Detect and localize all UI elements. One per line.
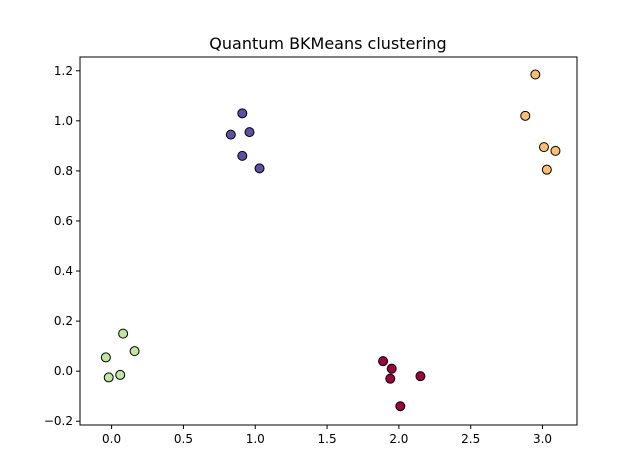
y-tick-label: −0.2 (44, 414, 73, 428)
data-point (415, 371, 426, 382)
data-point (115, 369, 126, 380)
y-tick-label: 1.0 (54, 114, 73, 128)
x-tick-label: 2.5 (461, 432, 480, 446)
data-point (378, 356, 389, 367)
y-tick-label: 1.2 (54, 64, 73, 78)
y-tick-label: 0.6 (54, 214, 73, 228)
data-point (395, 401, 406, 412)
data-point (538, 142, 549, 153)
data-point (225, 129, 236, 140)
x-tick-label: 0.0 (102, 432, 121, 446)
data-point (386, 363, 397, 374)
y-tick-label: 0.8 (54, 164, 73, 178)
y-tick-label: 0.0 (54, 364, 73, 378)
x-tick-label: 1.0 (246, 432, 265, 446)
data-point (541, 164, 552, 175)
x-tick-label: 2.0 (389, 432, 408, 446)
data-point (237, 150, 248, 161)
y-axis: −0.2 0.0 0.2 0.4 0.6 0.8 1.0 1.2 (44, 64, 80, 428)
y-tick-label: 0.4 (54, 264, 73, 278)
data-point (530, 69, 541, 80)
x-axis: 0.0 0.5 1.0 1.5 2.0 2.5 3.0 (102, 425, 552, 446)
data-point (118, 328, 129, 339)
x-tick-label: 3.0 (533, 432, 552, 446)
x-tick-label: 0.5 (174, 432, 193, 446)
data-point (103, 372, 114, 383)
data-point (244, 127, 255, 138)
data-point (385, 373, 396, 384)
data-point (129, 346, 140, 357)
data-point (100, 352, 111, 363)
x-tick-label: 1.5 (318, 432, 337, 446)
y-tick-label: 0.2 (54, 314, 73, 328)
data-point (254, 163, 265, 174)
plot-frame (79, 56, 578, 426)
data-points (100, 69, 561, 412)
chart-title: Quantum BKMeans clustering (209, 34, 446, 53)
data-point (520, 110, 531, 121)
data-point (550, 145, 561, 156)
data-point (237, 108, 248, 119)
